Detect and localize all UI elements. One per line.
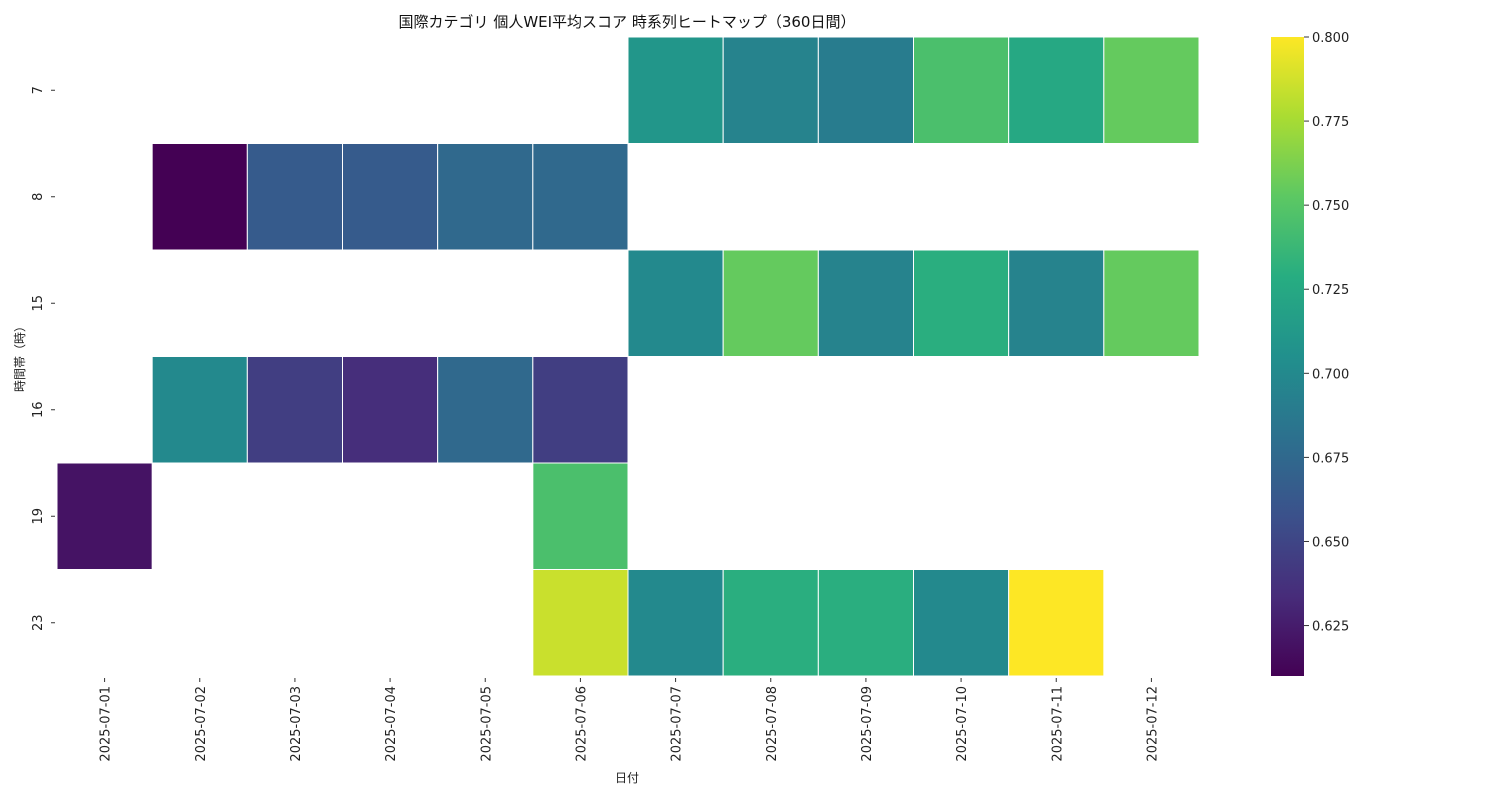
heatmap-cell: [722, 249, 819, 357]
x-tick-label: 2025-07-06: [574, 686, 589, 762]
colorbar: 0.625 0.650 0.675 0.700 0.725 0.750 0.775 0.800: [1271, 31, 1349, 676]
heatmap-cell: [913, 36, 1010, 144]
heatmap-cell: [532, 569, 629, 677]
y-tick-label: 8: [31, 193, 46, 201]
colorbar-tick-label: 0.725: [1312, 283, 1349, 298]
heatmap-cell: [1103, 36, 1200, 144]
colorbar-tick-label: 0.700: [1312, 367, 1349, 382]
colorbar-tick-label: 0.625: [1312, 620, 1349, 635]
x-tick-label: 2025-07-12: [1145, 686, 1160, 762]
heatmap-cell: [532, 143, 629, 251]
y-tick-label: 16: [31, 401, 46, 418]
heatmap-cell: [56, 462, 153, 570]
heatmap-cell: [817, 569, 914, 677]
y-tick-label: 7: [31, 86, 46, 94]
heatmap-cell: [817, 36, 914, 144]
x-tick-label: 2025-07-04: [384, 686, 399, 762]
heatmap-cell: [817, 249, 914, 357]
x-tick-label: 2025-07-09: [860, 686, 875, 762]
colorbar-gradient: [1271, 37, 1304, 676]
heatmap-cell: [722, 569, 819, 677]
x-tick-label: 2025-07-03: [289, 686, 304, 762]
x-tick-label: 2025-07-01: [99, 686, 114, 762]
heatmap-cell: [342, 143, 439, 251]
x-tick-label: 2025-07-08: [765, 686, 780, 762]
y-tick-label: 19: [31, 508, 46, 525]
x-tick-label: 2025-07-10: [955, 686, 970, 762]
colorbar-tick-label: 0.675: [1312, 451, 1349, 466]
heatmap-cell: [151, 356, 248, 464]
heatmap-cell: [532, 356, 629, 464]
heatmap-cell: [627, 36, 724, 144]
heatmap-cell: [913, 569, 1010, 677]
y-tick-label: 23: [31, 614, 46, 631]
heatmap-cell: [1008, 36, 1105, 144]
heatmap-cell: [437, 143, 534, 251]
x-tick-label: 2025-07-02: [194, 686, 209, 762]
colorbar-tick-label: 0.750: [1312, 199, 1349, 214]
x-tick-label: 2025-07-11: [1050, 686, 1065, 762]
x-tick-label: 2025-07-07: [670, 686, 685, 762]
x-tick-label: 2025-07-05: [479, 686, 494, 762]
chart-title: 国際カテゴリ 個人WEI平均スコア 時系列ヒートマップ（360日間）: [399, 13, 856, 31]
heatmap-cell: [627, 569, 724, 677]
heatmap-cell: [722, 36, 819, 144]
heatmap-cell: [627, 249, 724, 357]
x-axis-ticks: 2025-07-01 2025-07-02 2025-07-03 2025-07-04…: [99, 678, 1160, 762]
x-axis-label: 日付: [615, 771, 639, 785]
heatmap-cell: [1008, 569, 1105, 677]
heatmap-cell: [532, 462, 629, 570]
colorbar-tick-label: 0.650: [1312, 535, 1349, 550]
colorbar-tick-label: 0.800: [1312, 31, 1349, 46]
heatmap-cell: [1008, 249, 1105, 357]
heatmap-cell: [246, 356, 343, 464]
y-axis-label: 時間帯（時）: [13, 320, 27, 392]
heatmap-cell: [437, 356, 534, 464]
heatmap-cell: [151, 143, 248, 251]
heatmap-cell: [246, 143, 343, 251]
y-tick-label: 15: [31, 295, 46, 312]
heatmap-cell: [342, 356, 439, 464]
heatmap-cell: [913, 249, 1010, 357]
colorbar-tick-label: 0.775: [1312, 115, 1349, 130]
heatmap-cells: [56, 36, 1200, 677]
y-axis-ticks: 7 8 15 16 19 23: [31, 86, 55, 631]
heatmap-cell: [1103, 249, 1200, 357]
